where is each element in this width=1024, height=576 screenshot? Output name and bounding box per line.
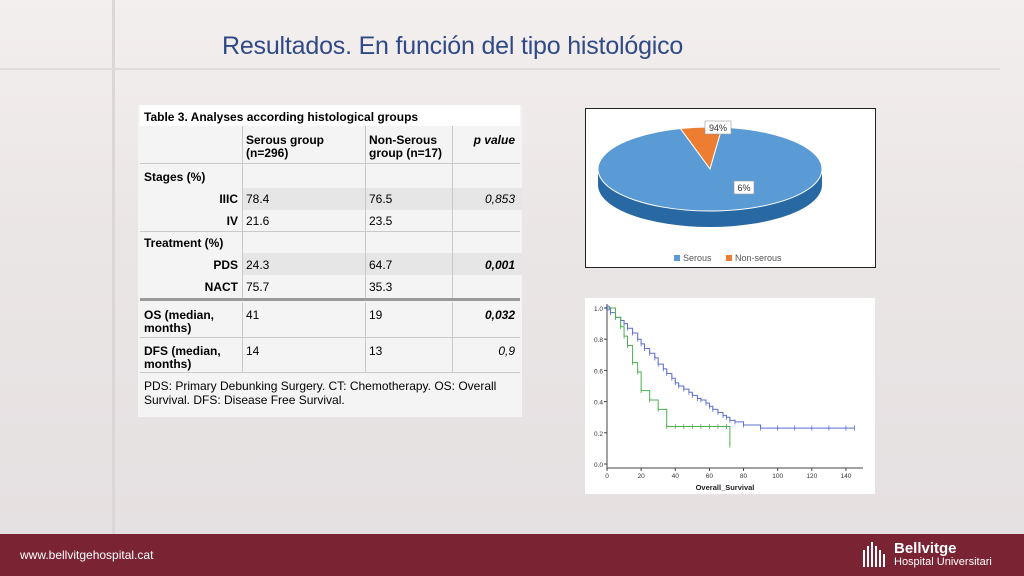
footer-bar: www.bellvitgehospital.cat Bellvitge Hosp…	[0, 534, 1024, 576]
cell-serous-iv: 21.6	[246, 214, 270, 228]
y-tick-label: 0.2	[594, 431, 603, 438]
cell-nonserous-dfs: 13	[369, 344, 383, 358]
table-separator	[140, 298, 520, 301]
col-nonserous-line1: Non-Serous	[369, 133, 438, 147]
cell-nonserous-os: 19	[369, 308, 383, 322]
cell-serous-nact: 75.7	[246, 280, 270, 294]
pie-data-label-box	[733, 180, 755, 195]
y-tick-label: 0.6	[594, 368, 603, 375]
x-tick-label: 140	[841, 473, 852, 480]
col-p-value: p value	[473, 133, 515, 147]
x-tick-label: 20	[638, 473, 646, 480]
pie-side-serous	[598, 169, 822, 227]
pie-chart: 94% 6% Serous Non-serous	[585, 108, 876, 268]
survival-curve-2	[607, 307, 731, 446]
row-label-iv: IV	[226, 214, 238, 228]
x-tick-label: 40	[672, 473, 680, 480]
grid-line	[140, 372, 520, 373]
grid-line	[140, 231, 520, 232]
logo-subtitle: Hospital Universitari	[894, 556, 992, 568]
x-tick-label: 120	[806, 473, 817, 480]
pie-data-label: 6%	[737, 183, 750, 193]
legend-label-serous: Serous	[683, 253, 712, 263]
results-table: Table 3. Analyses according histological…	[138, 105, 522, 417]
x-tick-label: 100	[772, 473, 783, 480]
legend-label-non-serous: Non-serous	[735, 253, 782, 263]
dfs-label-line1: DFS (median,	[144, 344, 221, 358]
y-tick-label: 0.0	[594, 462, 603, 469]
x-tick-label: 60	[706, 473, 714, 480]
cell-nonserous-iiic: 76.5	[369, 192, 393, 206]
pie-chart-svg: 94% 6% Serous Non-serous	[597, 120, 823, 263]
pie-data-label: 94%	[709, 123, 727, 133]
survival-chart: 0.0 0.2 0.4 0.6 0.8 1.0 0 20 40 60 80 100 120 140 Over…	[585, 298, 875, 494]
x-tick-label: 0	[605, 473, 609, 480]
cell-nonserous-nact: 35.3	[369, 280, 393, 294]
pie-data-label-box	[704, 120, 732, 135]
footnote-line1: PDS: Primary Debunking Surgery. CT: Chem…	[144, 379, 497, 393]
grid-line	[365, 126, 366, 298]
columns-logo-icon	[863, 542, 885, 567]
cell-nonserous-pds: 64.7	[369, 258, 393, 272]
cell-p-pds: 0,001	[484, 258, 515, 272]
y-tick-label: 0.8	[594, 337, 603, 344]
x-axis-label: Overall_Survival	[696, 483, 755, 492]
pie-slice-serous	[597, 126, 823, 212]
cell-p-iiic: 0,853	[484, 192, 515, 206]
table-caption: Table 3. Analyses according histological…	[140, 105, 520, 126]
curve-start-marker	[605, 305, 611, 311]
cell-serous-os: 41	[246, 308, 260, 322]
stages-label: Stages (%)	[144, 170, 206, 184]
row-label-pds: PDS	[213, 258, 238, 272]
survival-curve-1	[607, 307, 855, 429]
cell-serous-iiic: 78.4	[246, 192, 270, 206]
cell-serous-pds: 24.3	[246, 258, 270, 272]
treatment-label: Treatment (%)	[144, 236, 224, 250]
cell-p-dfs: 0,9	[498, 344, 515, 358]
x-tick-label: 80	[740, 473, 748, 480]
vertical-rule	[112, 0, 115, 534]
col-nonserous-line2: group (n=17)	[369, 146, 443, 160]
os-label-line2: months)	[144, 321, 192, 335]
survival-chart-svg: 0.0 0.2 0.4 0.6 0.8 1.0 0 20 40 60 80 100 120 140 Over…	[594, 304, 863, 492]
col-serous-line1: Serous group	[246, 133, 325, 147]
y-tick-label: 1.0	[594, 306, 603, 313]
footnote-line2: Survival. DFS: Disease Free Survival.	[144, 393, 345, 407]
logo-name: Bellvitge	[894, 540, 957, 557]
row-label-iiic: IIIC	[219, 192, 238, 206]
horizontal-rule	[0, 68, 1000, 70]
grid-line	[140, 337, 520, 338]
grid-line	[242, 126, 243, 298]
legend-swatch-serous	[674, 255, 680, 261]
y-tick-label: 0.4	[594, 400, 603, 407]
cell-serous-dfs: 14	[246, 344, 260, 358]
footer-url[interactable]: www.bellvitgehospital.cat	[20, 548, 154, 562]
slide-title: Resultados. En función del tipo histológ…	[222, 32, 684, 60]
dfs-label-line2: months)	[144, 357, 192, 371]
row-label-nact: NACT	[204, 280, 238, 294]
legend-swatch-non-serous	[726, 255, 732, 261]
grid-line	[140, 163, 520, 164]
os-label-line1: OS (median,	[144, 308, 215, 322]
grid-line	[452, 126, 453, 298]
cell-nonserous-iv: 23.5	[369, 214, 393, 228]
cell-p-os: 0,032	[484, 308, 515, 322]
col-serous-line2: (n=296)	[246, 146, 289, 160]
